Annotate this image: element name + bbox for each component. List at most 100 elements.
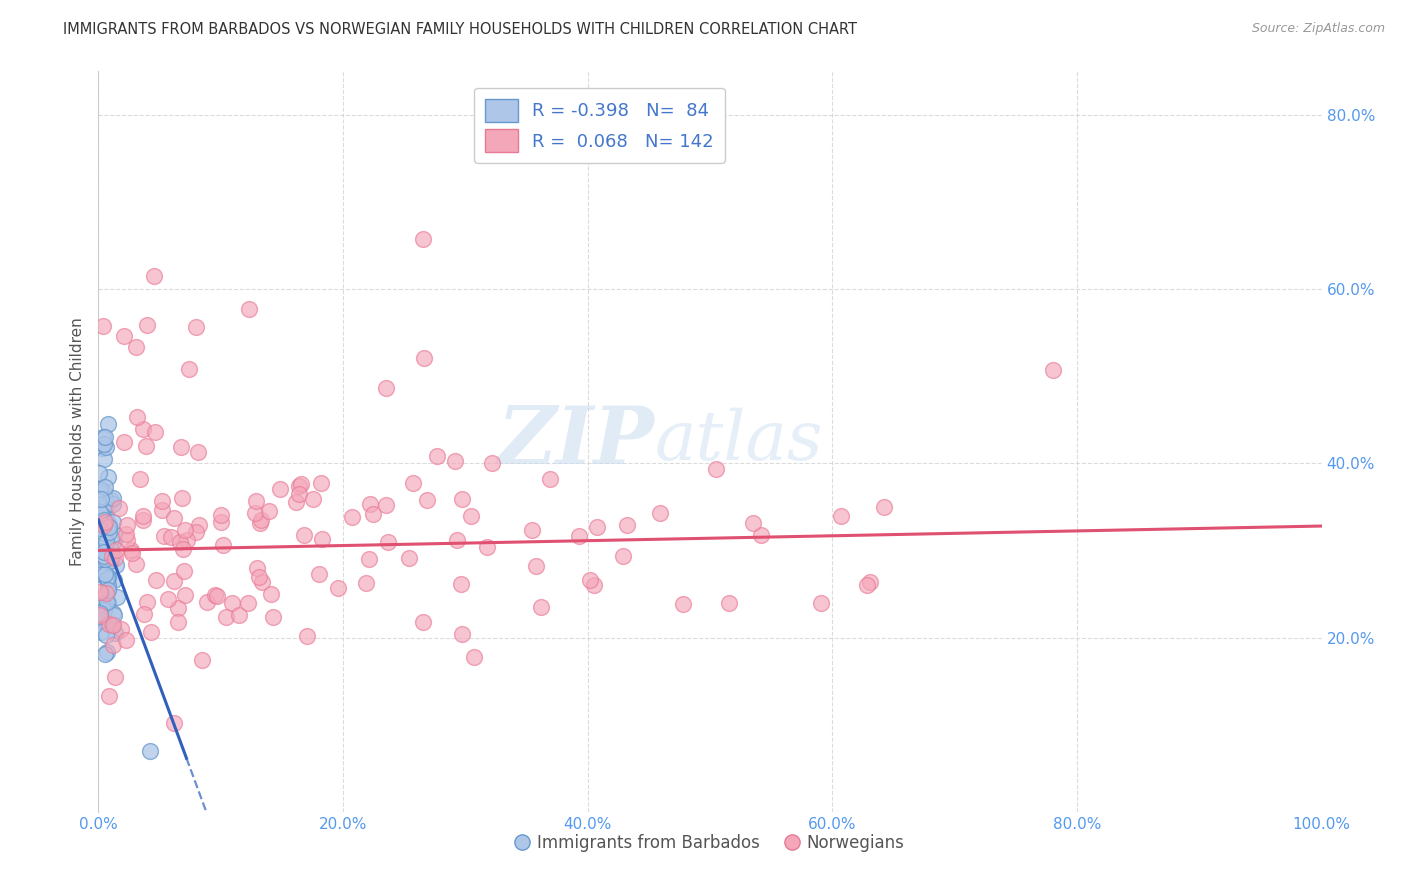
Point — [830, 509, 852, 524]
Point — [94, 491, 117, 506]
Point — [94, 507, 117, 521]
Point — [583, 578, 606, 592]
Point — [94, 556, 117, 570]
Point — [132, 509, 155, 524]
Point — [103, 526, 125, 541]
Point — [295, 629, 318, 643]
Point — [96, 628, 118, 642]
Point — [250, 574, 273, 589]
Point — [538, 472, 561, 486]
Text: IMMIGRANTS FROM BARBADOS VS NORWEGIAN FAMILY HOUSEHOLDS WITH CHILDREN CORRELATIO: IMMIGRANTS FROM BARBADOS VS NORWEGIAN FA… — [63, 22, 858, 37]
Point — [93, 526, 115, 541]
Point — [859, 574, 882, 589]
Point — [101, 617, 124, 632]
Point — [112, 434, 135, 449]
Point — [91, 318, 114, 333]
Point — [96, 595, 118, 609]
Point — [170, 491, 193, 505]
Point — [717, 595, 740, 609]
Point — [93, 549, 115, 563]
Point — [292, 528, 315, 542]
Point — [616, 517, 638, 532]
Point — [288, 487, 311, 501]
Point — [105, 590, 128, 604]
Point — [412, 615, 434, 630]
Point — [238, 302, 260, 317]
Point — [96, 571, 118, 585]
Point — [103, 638, 125, 652]
Point — [221, 595, 243, 609]
Point — [94, 515, 117, 529]
Point — [96, 520, 118, 534]
Point — [101, 491, 124, 505]
Point — [169, 535, 191, 549]
Point — [104, 558, 127, 572]
Point — [94, 647, 117, 661]
Point — [184, 525, 207, 540]
Point — [91, 519, 114, 533]
Point — [142, 269, 165, 284]
Point — [94, 552, 117, 566]
Point — [90, 625, 112, 640]
Point — [94, 586, 117, 600]
Point — [446, 533, 468, 547]
Point — [413, 351, 436, 365]
Point — [93, 437, 115, 451]
Point — [101, 497, 124, 511]
Point — [97, 617, 120, 632]
Point — [128, 472, 150, 486]
Point — [150, 503, 173, 517]
Point — [93, 603, 115, 617]
Point — [359, 496, 381, 510]
Point — [90, 562, 112, 576]
Point — [103, 573, 125, 587]
Point — [103, 608, 125, 623]
Point — [204, 588, 226, 602]
Point — [172, 542, 194, 557]
Point — [125, 340, 148, 354]
Point — [91, 430, 114, 444]
Point — [136, 318, 159, 333]
Point — [357, 551, 380, 566]
Point — [91, 507, 114, 521]
Point — [173, 564, 195, 578]
Point — [89, 585, 111, 599]
Point — [522, 524, 544, 538]
Text: ZIP: ZIP — [498, 403, 655, 480]
Point — [260, 587, 283, 601]
Point — [209, 515, 232, 529]
Point — [101, 607, 124, 621]
Point — [135, 439, 157, 453]
Point — [245, 494, 267, 508]
Point — [444, 454, 467, 468]
Point — [101, 516, 124, 530]
Point — [93, 545, 115, 559]
Point — [89, 521, 111, 535]
Point — [93, 480, 115, 494]
Point — [163, 574, 186, 588]
Point — [856, 578, 879, 592]
Point — [249, 569, 271, 583]
Point — [97, 520, 120, 534]
Point — [326, 581, 349, 595]
Point — [98, 525, 121, 540]
Point — [243, 506, 266, 520]
Point — [354, 576, 377, 591]
Point — [342, 510, 364, 524]
Point — [93, 500, 115, 515]
Point — [377, 535, 399, 549]
Point — [530, 599, 553, 614]
Point — [97, 689, 120, 703]
Point — [97, 570, 120, 584]
Point — [87, 545, 110, 559]
Point — [481, 456, 503, 470]
Point — [105, 542, 128, 557]
Point — [121, 546, 143, 560]
Point — [578, 573, 600, 587]
Point — [94, 539, 117, 553]
Point — [416, 492, 439, 507]
Point — [873, 500, 896, 514]
Point — [96, 645, 118, 659]
Legend: Immigrants from Barbados, Norwegians: Immigrants from Barbados, Norwegians — [509, 828, 911, 859]
Point — [612, 549, 634, 563]
